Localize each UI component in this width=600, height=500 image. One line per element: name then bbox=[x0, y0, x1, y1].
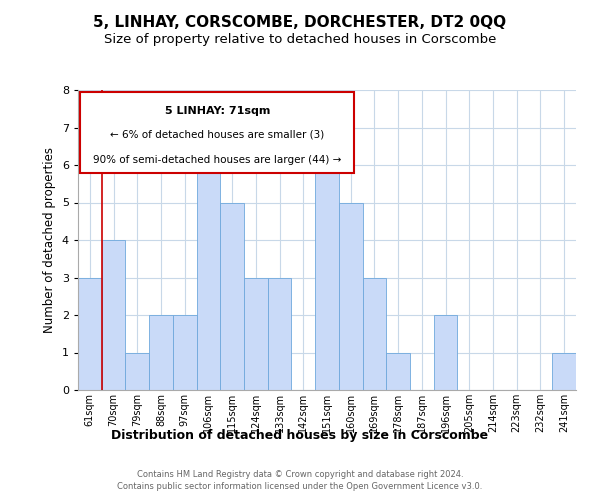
Bar bbox=[552, 352, 576, 390]
Bar bbox=[315, 165, 339, 390]
Bar bbox=[268, 278, 292, 390]
Text: Size of property relative to detached houses in Corscombe: Size of property relative to detached ho… bbox=[104, 32, 496, 46]
Text: Contains HM Land Registry data © Crown copyright and database right 2024.: Contains HM Land Registry data © Crown c… bbox=[137, 470, 463, 479]
Bar bbox=[102, 240, 125, 390]
Bar bbox=[244, 278, 268, 390]
Text: 5, LINHAY, CORSCOMBE, DORCHESTER, DT2 0QQ: 5, LINHAY, CORSCOMBE, DORCHESTER, DT2 0Q… bbox=[94, 15, 506, 30]
Text: ← 6% of detached houses are smaller (3): ← 6% of detached houses are smaller (3) bbox=[110, 130, 325, 140]
Text: 90% of semi-detached houses are larger (44) →: 90% of semi-detached houses are larger (… bbox=[93, 154, 341, 164]
FancyBboxPatch shape bbox=[80, 92, 355, 172]
Bar bbox=[78, 278, 102, 390]
Bar bbox=[362, 278, 386, 390]
Text: Contains public sector information licensed under the Open Government Licence v3: Contains public sector information licen… bbox=[118, 482, 482, 491]
Bar bbox=[197, 128, 220, 390]
Bar bbox=[173, 315, 197, 390]
Text: 5 LINHAY: 71sqm: 5 LINHAY: 71sqm bbox=[165, 106, 270, 116]
Y-axis label: Number of detached properties: Number of detached properties bbox=[43, 147, 56, 333]
Bar bbox=[339, 202, 362, 390]
Bar bbox=[149, 315, 173, 390]
Bar bbox=[434, 315, 457, 390]
Bar bbox=[125, 352, 149, 390]
Bar bbox=[386, 352, 410, 390]
Bar bbox=[220, 202, 244, 390]
Text: Distribution of detached houses by size in Corscombe: Distribution of detached houses by size … bbox=[112, 428, 488, 442]
